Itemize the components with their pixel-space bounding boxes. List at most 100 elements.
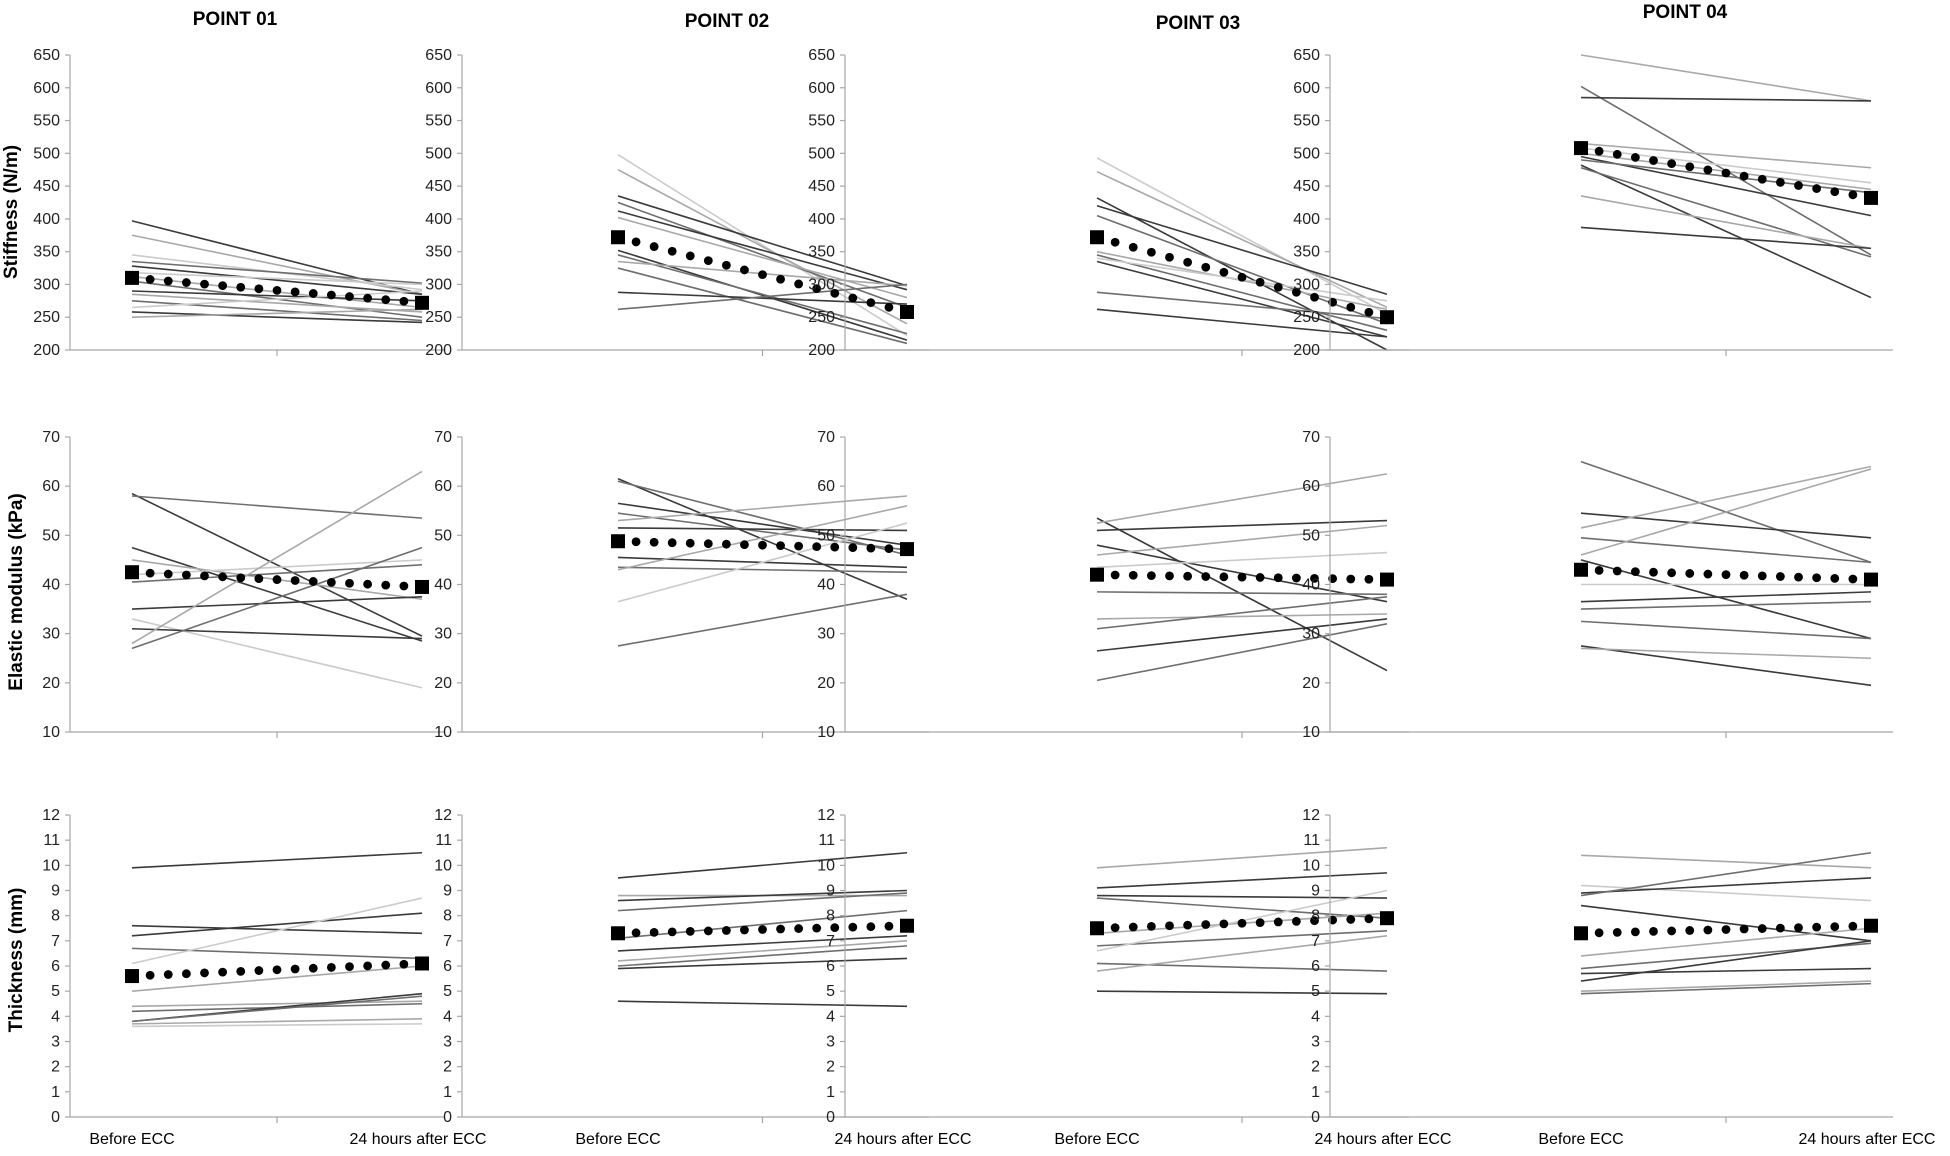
y-tick-label-p02-elastic-modulus: 30 [434,626,452,643]
subject-line-p03-thickness-3 [1096,894,1388,899]
subject-line-p03-elastic-modulus-7 [1096,591,1388,596]
subject-line-p01-elastic-modulus-1 [131,492,423,637]
subject-line-p02-stiffness-10 [617,267,908,345]
y-tick-label-p03-stiffness: 500 [808,145,835,162]
y-tick-label-p02-elastic-modulus: 10 [434,724,452,741]
subject-line-p04-thickness-6 [1580,927,1872,957]
mean-dot-p01-stiffness [254,284,264,294]
subject-line-p03-stiffness-4 [1096,205,1388,296]
mean-dot-p03-elastic-modulus [1364,574,1374,584]
subject-line-p01-elastic-modulus-9 [131,627,423,640]
subject-line-p02-elastic-modulus-11 [617,593,908,647]
mean-dot-p02-stiffness [794,279,804,289]
subject-line-p01-elastic-modulus-7 [131,595,423,610]
mean-dot-p04-elastic-modulus [1794,572,1803,582]
subject-line-p04-elastic-modulus-12 [1580,647,1872,660]
mean-dot-p03-elastic-modulus [1255,573,1265,582]
mean-dot-p03-stiffness [1183,257,1193,267]
panel-p01-elastic-modulus: 10 20 30 40 50 60 70 [42,429,444,741]
mean-dot-p01-thickness [181,969,191,979]
mean-dot-p01-thickness [218,967,228,977]
y-tick-label-p02-thickness: 11 [435,832,452,849]
mean-dot-p01-elastic-modulus [181,570,191,580]
subject-line-p03-stiffness-9 [1096,260,1388,338]
mean-dot-p04-thickness [1830,922,1840,932]
mean-after-marker-p04-thickness [1864,918,1878,933]
y-tick-label-p02-thickness: 1 [443,1084,452,1101]
mean-dot-p03-thickness [1346,915,1356,924]
mean-dot-p02-elastic-modulus [740,540,749,550]
mean-dot-p01-elastic-modulus [308,577,318,586]
mean-dot-p02-elastic-modulus [685,538,695,548]
y-tick-label-p04-stiffness: 200 [1293,342,1320,359]
subject-line-p01-thickness-5 [131,897,423,965]
y-tick-label-p03-thickness: 12 [817,807,835,824]
panels-layer: 2002503003504004505005506006502002503003… [33,47,1935,1148]
mean-before-marker-p01-stiffness [125,270,139,285]
mean-after-marker-p01-elastic-modulus [415,579,429,594]
mean-dot-p03-stiffness [1110,237,1120,247]
mean-dot-p01-stiffness [236,282,246,292]
mean-dot-p03-thickness [1255,918,1265,927]
mean-before-marker-p02-thickness [611,926,625,941]
y-tick-label-p03-thickness: 7 [826,933,835,950]
y-tick-label-p02-thickness: 5 [443,983,452,1000]
y-tick-label-p02-stiffness: 650 [425,47,452,64]
y-tick-label-p01-elastic-modulus: 40 [42,577,60,594]
mean-dot-p01-elastic-modulus [363,579,373,589]
mean-dot-p03-thickness [1146,921,1156,931]
y-tick-label-p01-thickness: 8 [51,908,60,925]
subject-line-p04-elastic-modulus-6 [1580,559,1872,640]
mean-dot-p02-elastic-modulus [649,537,659,547]
mean-dot-p01-stiffness [308,289,318,298]
subject-line-p04-stiffness-7 [1580,155,1872,217]
mean-dot-p02-thickness [776,924,785,934]
mean-dot-p02-stiffness [776,274,785,284]
subject-line-p04-stiffness-3 [1580,96,1872,102]
mean-dot-p04-elastic-modulus [1612,566,1622,576]
subject-line-p03-elastic-modulus-5 [1096,524,1388,556]
row-label-stiffness: Stiffness (N/m) [1,145,22,279]
panel-p03-stiffness: 200 250 300 350 400 450 500 550 600 650 [808,47,1409,359]
mean-dot-p01-stiffness [363,293,373,303]
subject-line-p02-stiffness-11 [617,291,908,305]
y-tick-label-p01-thickness: 9 [51,883,60,900]
category-label-after-p01-thickness: 24 hours after ECC [350,1131,487,1148]
mean-dot-p01-elastic-modulus [163,569,173,579]
mean-dot-p04-stiffness [1649,156,1658,165]
subject-line-p02-elastic-modulus-8 [617,566,908,574]
y-tick-label-p01-thickness: 10 [42,857,60,874]
mean-dot-p03-elastic-modulus [1165,571,1174,581]
mean-dot-p04-thickness [1685,926,1695,935]
subject-line-p04-thickness-9 [1580,940,1872,982]
y-tick-label-p03-stiffness: 600 [808,80,835,97]
y-tick-label-p04-elastic-modulus: 70 [1302,429,1320,446]
subject-line-p04-stiffness-5 [1580,147,1872,184]
y-tick-label-p03-stiffness: 550 [808,113,835,130]
mean-dot-p03-thickness [1110,923,1120,933]
y-tick-label-p01-elastic-modulus: 10 [42,724,60,741]
y-tick-label-p02-thickness: 9 [443,883,452,900]
subject-line-p02-thickness-9 [617,957,908,970]
y-tick-label-p02-elastic-modulus: 40 [434,577,452,594]
y-tick-label-p04-stiffness: 350 [1293,244,1320,261]
subject-line-p04-thickness-10 [1580,980,1872,992]
y-tick-label-p01-elastic-modulus: 30 [42,626,60,643]
mean-dot-p04-elastic-modulus [1812,573,1822,583]
panel-p04-elastic-modulus: 10 20 30 40 50 60 70 [1302,429,1893,741]
mean-dot-p01-thickness [145,970,155,980]
subject-line-p01-thickness-1 [131,851,423,869]
mean-before-marker-p02-elastic-modulus [611,534,625,549]
subject-line-p02-stiffness-6 [617,216,908,299]
mean-dot-p04-stiffness [1703,165,1713,175]
subject-line-p04-elastic-modulus-9 [1580,600,1872,610]
category-label-before-p01-thickness: Before ECC [89,1131,174,1148]
y-tick-label-p02-thickness: 10 [434,857,452,874]
y-tick-label-p03-stiffness: 450 [808,178,835,195]
y-tick-label-p01-elastic-modulus: 70 [42,429,60,446]
y-tick-label-p02-elastic-modulus: 70 [434,429,452,446]
mean-dot-p02-stiffness [758,270,767,280]
